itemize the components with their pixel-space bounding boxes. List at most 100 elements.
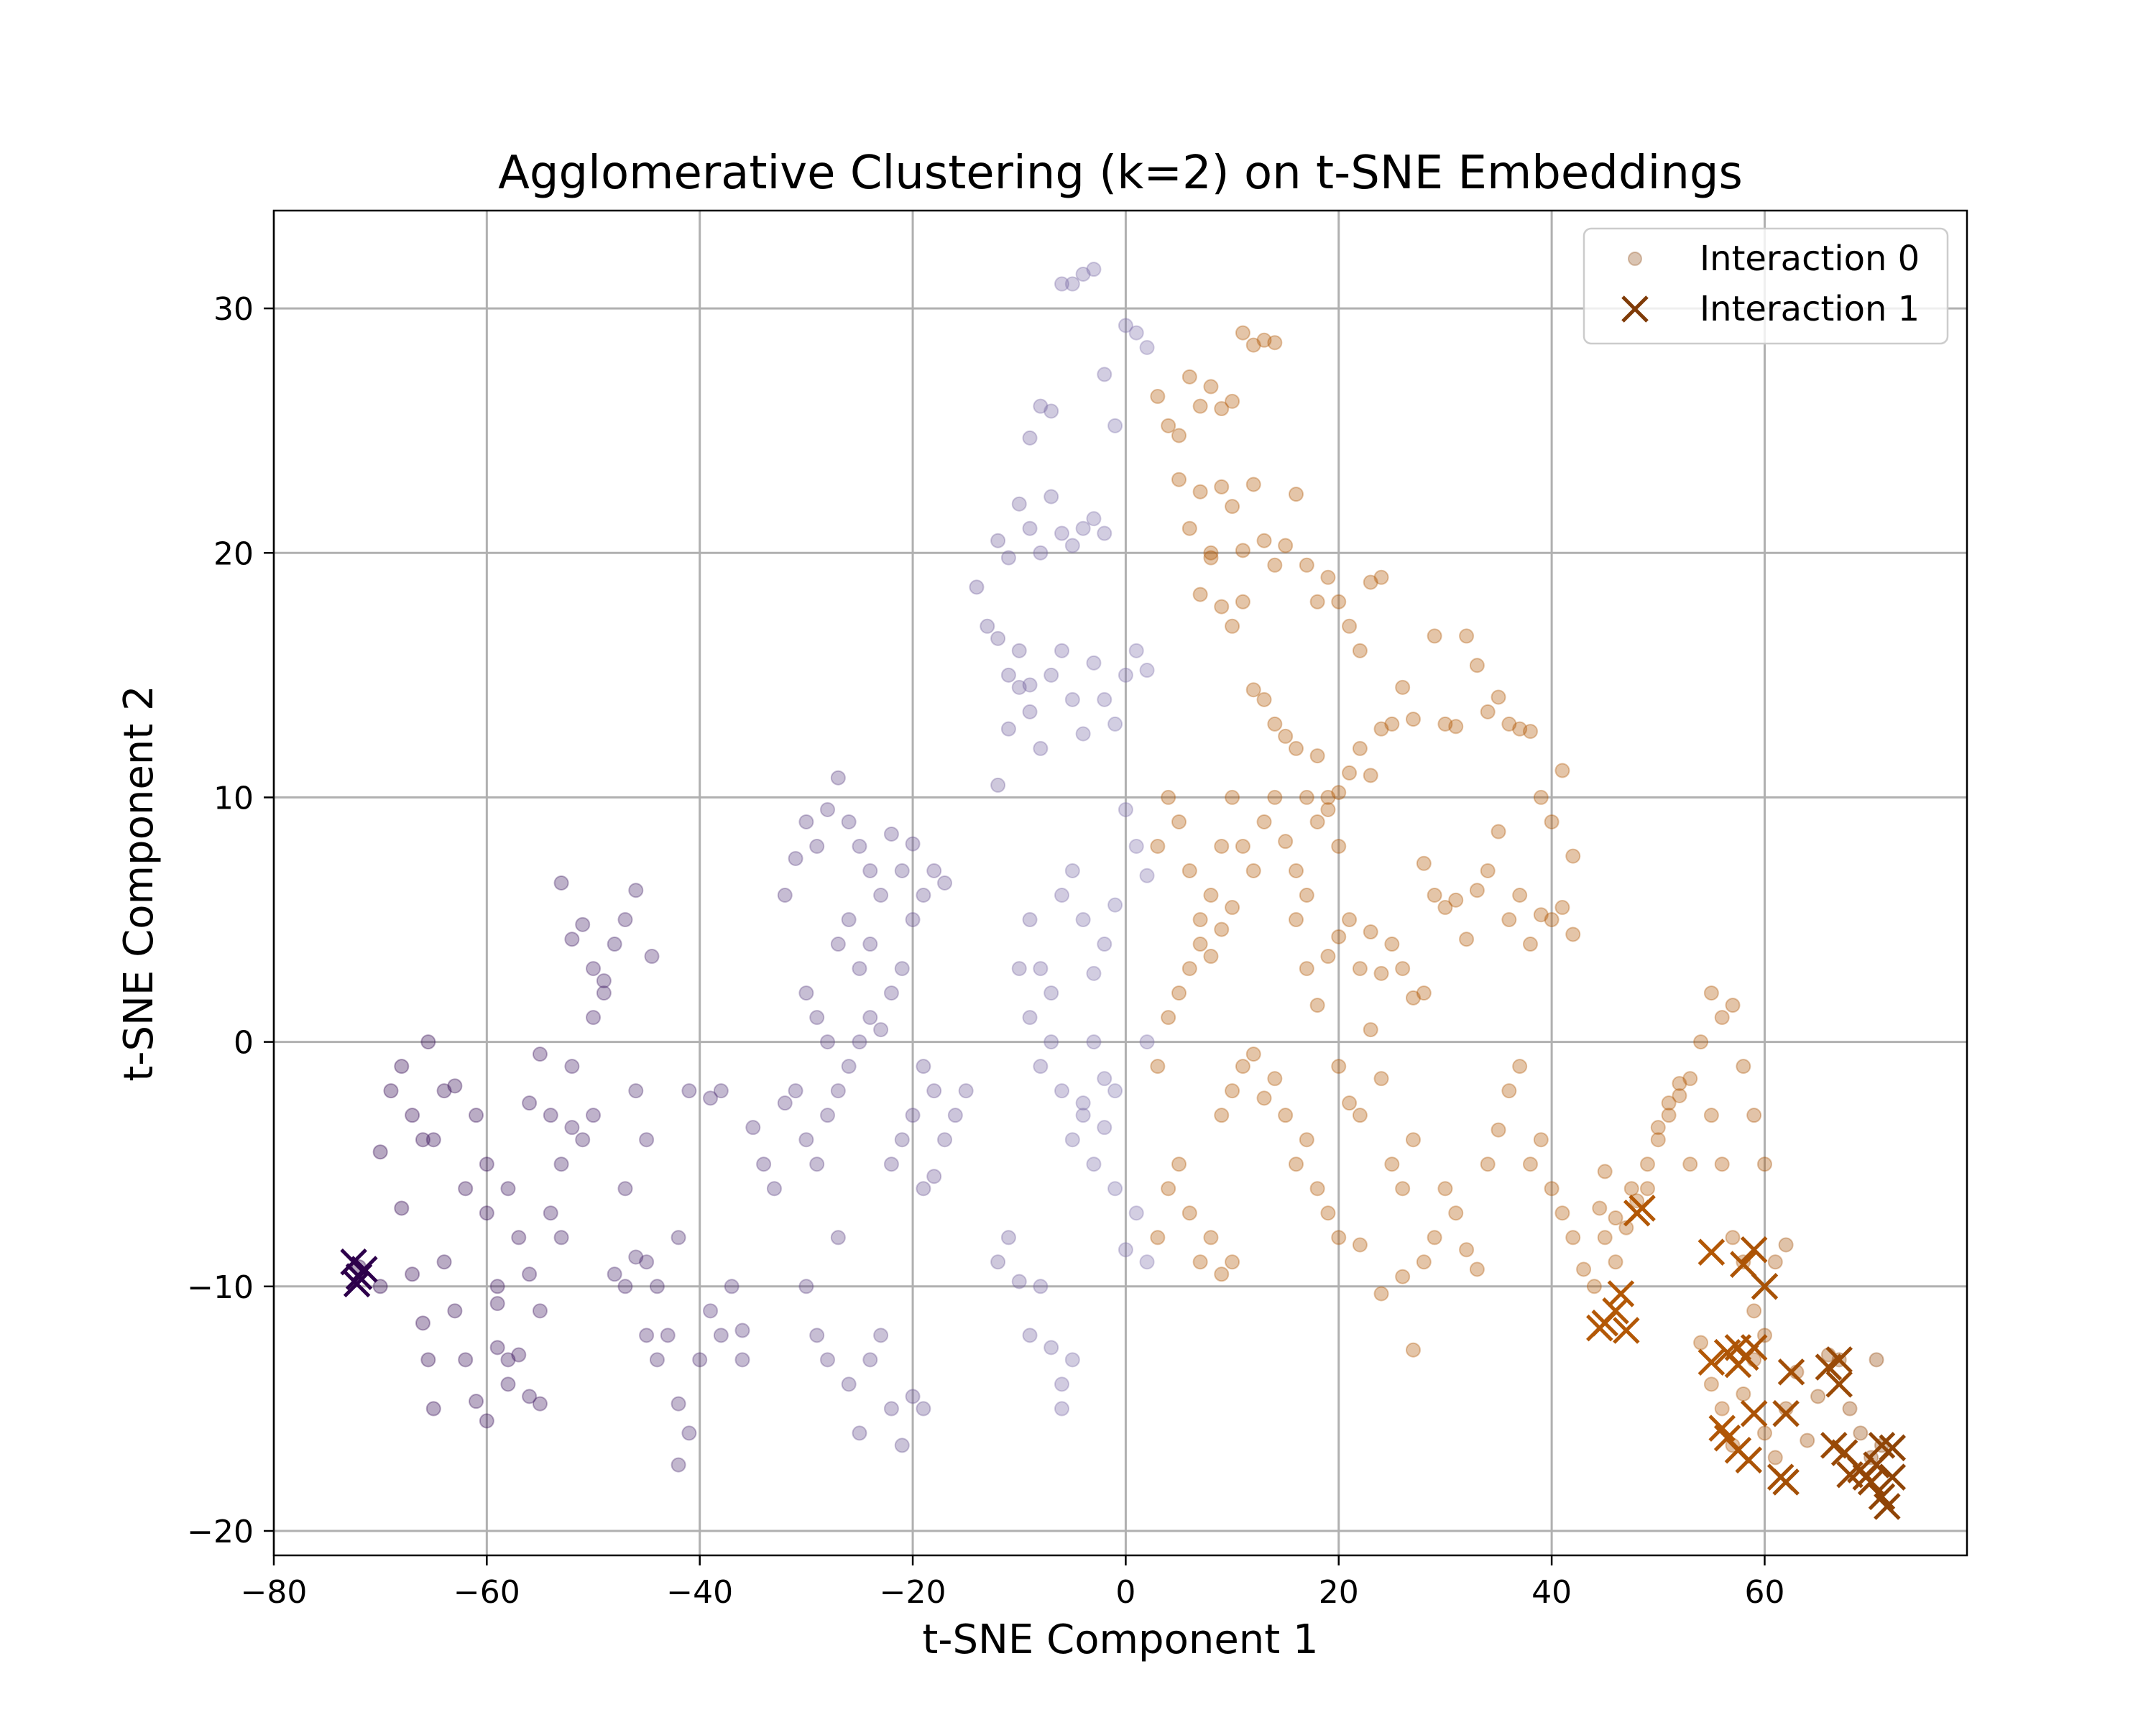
- data-point: [980, 618, 995, 634]
- data-point: [1064, 862, 1080, 878]
- data-point: [1650, 1132, 1666, 1148]
- data-point: [586, 1010, 602, 1026]
- data-point: [1150, 838, 1166, 854]
- data-point: [639, 1254, 655, 1270]
- data-point: [1491, 824, 1506, 840]
- data-point: [1245, 1046, 1261, 1062]
- data-point: [1714, 1010, 1730, 1026]
- data-point: [1437, 716, 1453, 732]
- data-point: [1225, 499, 1240, 515]
- data-point: [852, 961, 867, 977]
- data-point: [883, 1156, 899, 1172]
- data-point: [1075, 726, 1091, 742]
- data-point: [1299, 1132, 1314, 1148]
- data-point: [862, 1352, 878, 1368]
- data-point: [1437, 900, 1453, 916]
- data-point: [1299, 961, 1314, 977]
- data-point: [1544, 1181, 1560, 1197]
- data-point: [1565, 926, 1581, 942]
- data-point: [607, 937, 622, 952]
- data-point: [1331, 929, 1347, 944]
- data-point: [1427, 888, 1442, 903]
- data-point: [1097, 1071, 1112, 1087]
- data-markers: [340, 262, 1907, 1520]
- data-point-x: [1772, 1399, 1800, 1427]
- data-point-x: [1607, 1280, 1635, 1307]
- axis-ticks: −80 −60 −40 −20 0 20 40 60 −20 −10 0 10 20 30: [187, 291, 1784, 1611]
- data-point: [1672, 1087, 1687, 1103]
- data-point: [649, 1352, 665, 1368]
- data-point: [644, 949, 660, 965]
- data-point: [489, 1279, 505, 1294]
- data-point: [1181, 369, 1197, 385]
- data-point: [1331, 1059, 1347, 1075]
- data-point: [1869, 1352, 1884, 1368]
- data-point: [1405, 990, 1421, 1006]
- data-point: [1352, 643, 1368, 658]
- data-point: [809, 1010, 825, 1026]
- data-point: [1064, 276, 1080, 292]
- data-point: [862, 862, 878, 878]
- legend: Interaction 0 Interaction 1: [1583, 227, 1949, 345]
- data-point: [1714, 1401, 1730, 1417]
- data-point: [1650, 1120, 1666, 1136]
- data-point: [1022, 704, 1038, 719]
- data-point: [1682, 1156, 1698, 1172]
- data-point: [1459, 1242, 1475, 1258]
- data-point: [1373, 569, 1389, 585]
- data-point: [1512, 1059, 1528, 1075]
- data-point: [1342, 765, 1358, 781]
- data-point: [1044, 667, 1059, 683]
- data-point: [1437, 1181, 1453, 1197]
- data-point: [1331, 1230, 1347, 1246]
- data-point: [607, 1266, 622, 1282]
- data-point: [1842, 1401, 1858, 1417]
- data-point: [1161, 789, 1176, 805]
- data-point: [1693, 1335, 1709, 1351]
- data-point: [1554, 763, 1570, 778]
- data-point: [809, 1156, 825, 1172]
- data-point: [883, 985, 899, 1001]
- series-0: [351, 262, 1889, 1473]
- data-point: [1800, 1432, 1815, 1448]
- data-point-x: [1613, 1317, 1640, 1344]
- data-point: [1309, 1181, 1325, 1197]
- data-point: [1225, 1083, 1240, 1099]
- data-point: [1373, 965, 1389, 981]
- data-point: [628, 883, 644, 898]
- data-point: [532, 1046, 548, 1062]
- data-point: [617, 1181, 633, 1197]
- data-point: [1044, 985, 1059, 1001]
- data-point: [1309, 998, 1325, 1013]
- data-point: [798, 1132, 814, 1148]
- data-point-x: [1740, 1334, 1768, 1361]
- data-point: [1416, 1254, 1432, 1270]
- data-point: [415, 1315, 430, 1331]
- data-point: [1533, 907, 1549, 923]
- data-point: [1309, 594, 1325, 610]
- data-point: [1639, 1181, 1655, 1197]
- data-point: [1725, 1230, 1741, 1246]
- data-point: [553, 1230, 569, 1246]
- data-point: [990, 533, 1006, 548]
- data-point: [1352, 961, 1368, 977]
- data-point: [841, 912, 857, 928]
- data-point: [628, 1083, 644, 1099]
- data-point: [1075, 266, 1091, 282]
- data-point: [1405, 1132, 1421, 1148]
- data-point: [586, 961, 602, 977]
- data-point: [425, 1132, 441, 1148]
- data-point: [522, 1266, 538, 1282]
- data-point: [1086, 965, 1102, 981]
- data-point: [1363, 574, 1378, 590]
- data-point: [1288, 912, 1304, 928]
- data-point: [1000, 667, 1016, 683]
- data-point: [916, 1401, 931, 1417]
- data-point: [916, 1181, 931, 1197]
- data-point: [1054, 1083, 1070, 1099]
- data-point: [596, 973, 612, 989]
- data-point: [458, 1181, 474, 1197]
- data-point: [1044, 1340, 1059, 1356]
- data-point: [1267, 335, 1283, 351]
